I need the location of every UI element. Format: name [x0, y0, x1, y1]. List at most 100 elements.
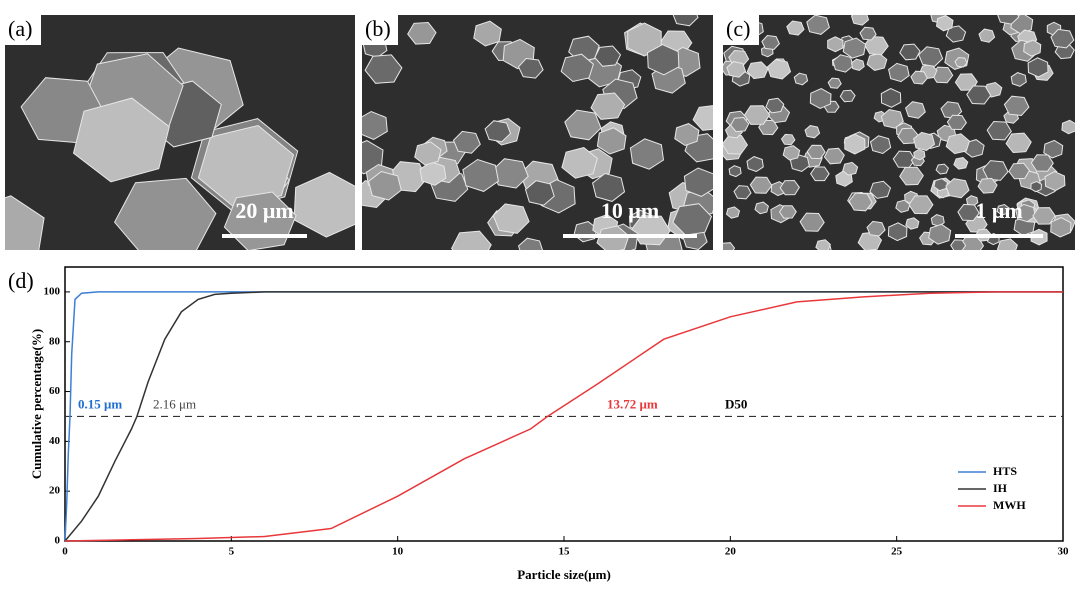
crystal [880, 87, 902, 108]
crystal [977, 177, 998, 194]
crystal [725, 206, 741, 219]
crystal [933, 178, 948, 192]
crystal [905, 217, 920, 230]
crystal [823, 147, 845, 165]
crystal [484, 120, 512, 143]
crystal [895, 199, 911, 213]
scale-bar-label: 20 μm [235, 198, 293, 223]
crystal [629, 138, 665, 170]
panel-label-box [362, 15, 398, 45]
crystal [692, 105, 713, 131]
crystal [848, 192, 873, 212]
x-tick-label: 20 [725, 546, 737, 558]
crystal [850, 15, 870, 26]
crystal [996, 238, 1018, 250]
crystal [1008, 162, 1031, 180]
crystal [5, 195, 45, 250]
crystal [1061, 119, 1075, 135]
panel-label-box [723, 15, 759, 45]
crystal [780, 133, 796, 146]
crystal [866, 220, 886, 237]
crystal [749, 176, 773, 194]
crystal [799, 212, 825, 232]
crystal [1044, 171, 1066, 192]
crystal [1032, 207, 1056, 225]
crystal [560, 53, 594, 83]
x-tick-label: 5 [229, 546, 235, 558]
crystal [966, 85, 992, 105]
annotation: 2.16 μm [153, 396, 196, 411]
crystal [844, 133, 866, 155]
crystal [596, 127, 627, 155]
crystal [368, 170, 402, 201]
crystal [779, 179, 801, 196]
crystal [594, 45, 622, 67]
sem-content [5, 15, 355, 250]
crystal [1050, 217, 1072, 238]
crystal [857, 231, 883, 250]
crystal [945, 178, 970, 199]
crystal [590, 92, 626, 120]
crystal [1027, 57, 1049, 78]
crystal [897, 127, 919, 145]
crystal [806, 15, 830, 35]
crystal [1030, 154, 1054, 172]
crystal [957, 203, 980, 222]
crystal [839, 89, 856, 103]
crystal [1005, 132, 1032, 154]
crystal [473, 20, 502, 47]
crystal [842, 161, 859, 176]
crystal [806, 144, 826, 160]
crystal [842, 37, 867, 59]
x-tick-label: 0 [62, 546, 68, 558]
crystal [997, 15, 1020, 25]
crystal [462, 158, 499, 192]
crystal [809, 88, 832, 109]
scale-bar-label: 10 μm [601, 198, 659, 223]
crystal [517, 237, 544, 250]
crystal [982, 160, 1009, 181]
panel-label: (c) [726, 16, 750, 41]
crystal [945, 133, 970, 155]
crystal [730, 116, 750, 133]
sem-image: (c) 1 μm [723, 15, 1075, 250]
crystal [754, 201, 769, 215]
legend-label: HTS [993, 464, 1017, 478]
crystal [452, 130, 481, 154]
crystal [793, 72, 809, 86]
y-tick-label: 100 [44, 285, 61, 297]
sem-image: (b) 10 μm [362, 15, 713, 250]
crystal [743, 105, 771, 125]
crystal [887, 222, 908, 242]
crystal [905, 101, 926, 119]
crystal [728, 165, 742, 178]
crystal [888, 62, 910, 83]
crystal [1023, 39, 1042, 57]
crystal [809, 166, 830, 182]
crystal [913, 148, 926, 161]
panel-label-box [5, 15, 41, 45]
crystal [451, 230, 492, 250]
crystal [723, 242, 736, 250]
crystal [1050, 28, 1075, 49]
crystal [850, 58, 865, 71]
crystal [766, 59, 792, 80]
crystal [1015, 203, 1036, 223]
y-tick-label: 20 [49, 485, 61, 497]
panel-label: (b) [365, 16, 391, 41]
crystal [672, 15, 699, 27]
panel-label: (a) [8, 16, 32, 41]
crystal [953, 157, 969, 170]
crystal [935, 163, 949, 175]
crystal [646, 44, 680, 76]
crystal [954, 73, 978, 91]
crystal [746, 156, 764, 173]
crystal [364, 54, 403, 84]
sem-content [723, 15, 1075, 250]
crystal [492, 203, 530, 234]
crystal [804, 125, 821, 139]
crystal [913, 131, 936, 152]
x-tick-label: 30 [1058, 546, 1070, 558]
crystal [786, 20, 805, 36]
